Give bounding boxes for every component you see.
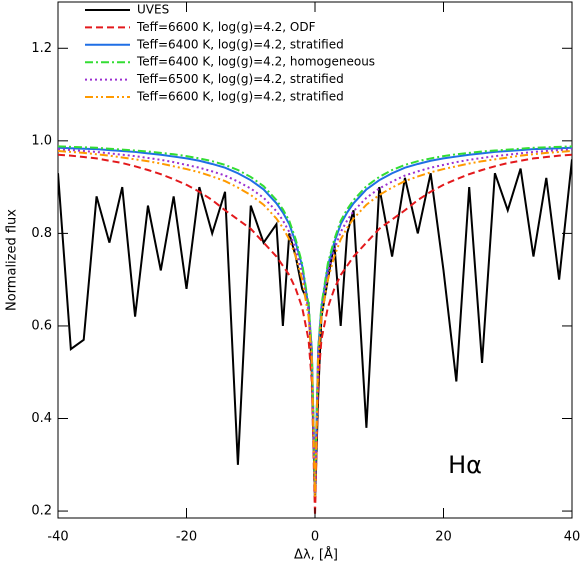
y-tick-label: 0.2 xyxy=(31,504,52,519)
y-axis-label: Normalized flux xyxy=(5,209,20,311)
x-tick-label: -20 xyxy=(176,530,197,545)
legend-label: Teff=6400 K, log(g)=4.2, stratified xyxy=(136,37,344,51)
series-line xyxy=(58,150,572,498)
series-line xyxy=(58,148,572,493)
series-line xyxy=(58,146,572,488)
series-line xyxy=(58,153,572,516)
y-tick-label: 0.6 xyxy=(31,318,52,333)
x-tick-label: 20 xyxy=(435,530,452,545)
y-tick-label: 1.0 xyxy=(31,133,52,148)
x-axis-label: Δλ, [Å] xyxy=(294,547,338,563)
series-line xyxy=(58,145,572,484)
x-tick-label: -40 xyxy=(47,530,68,545)
legend-label: Teff=6600 K, log(g)=4.2, stratified xyxy=(136,90,344,104)
legend-label: UVES xyxy=(137,3,169,17)
y-tick-label: 0.8 xyxy=(31,226,52,241)
y-tick-label: 0.4 xyxy=(31,411,52,426)
x-tick-label: 0 xyxy=(311,530,319,545)
annotation: Hα xyxy=(448,451,482,479)
legend-label: Teff=6500 K, log(g)=4.2, stratified xyxy=(136,72,344,86)
plot-area xyxy=(58,145,572,516)
legend-label: Teff=6600 K, log(g)=4.2, ODF xyxy=(136,20,316,34)
x-tick-label: 40 xyxy=(564,530,581,545)
legend-label: Teff=6400 K, log(g)=4.2, homogeneous xyxy=(136,55,375,69)
y-tick-label: 1.2 xyxy=(31,41,52,56)
